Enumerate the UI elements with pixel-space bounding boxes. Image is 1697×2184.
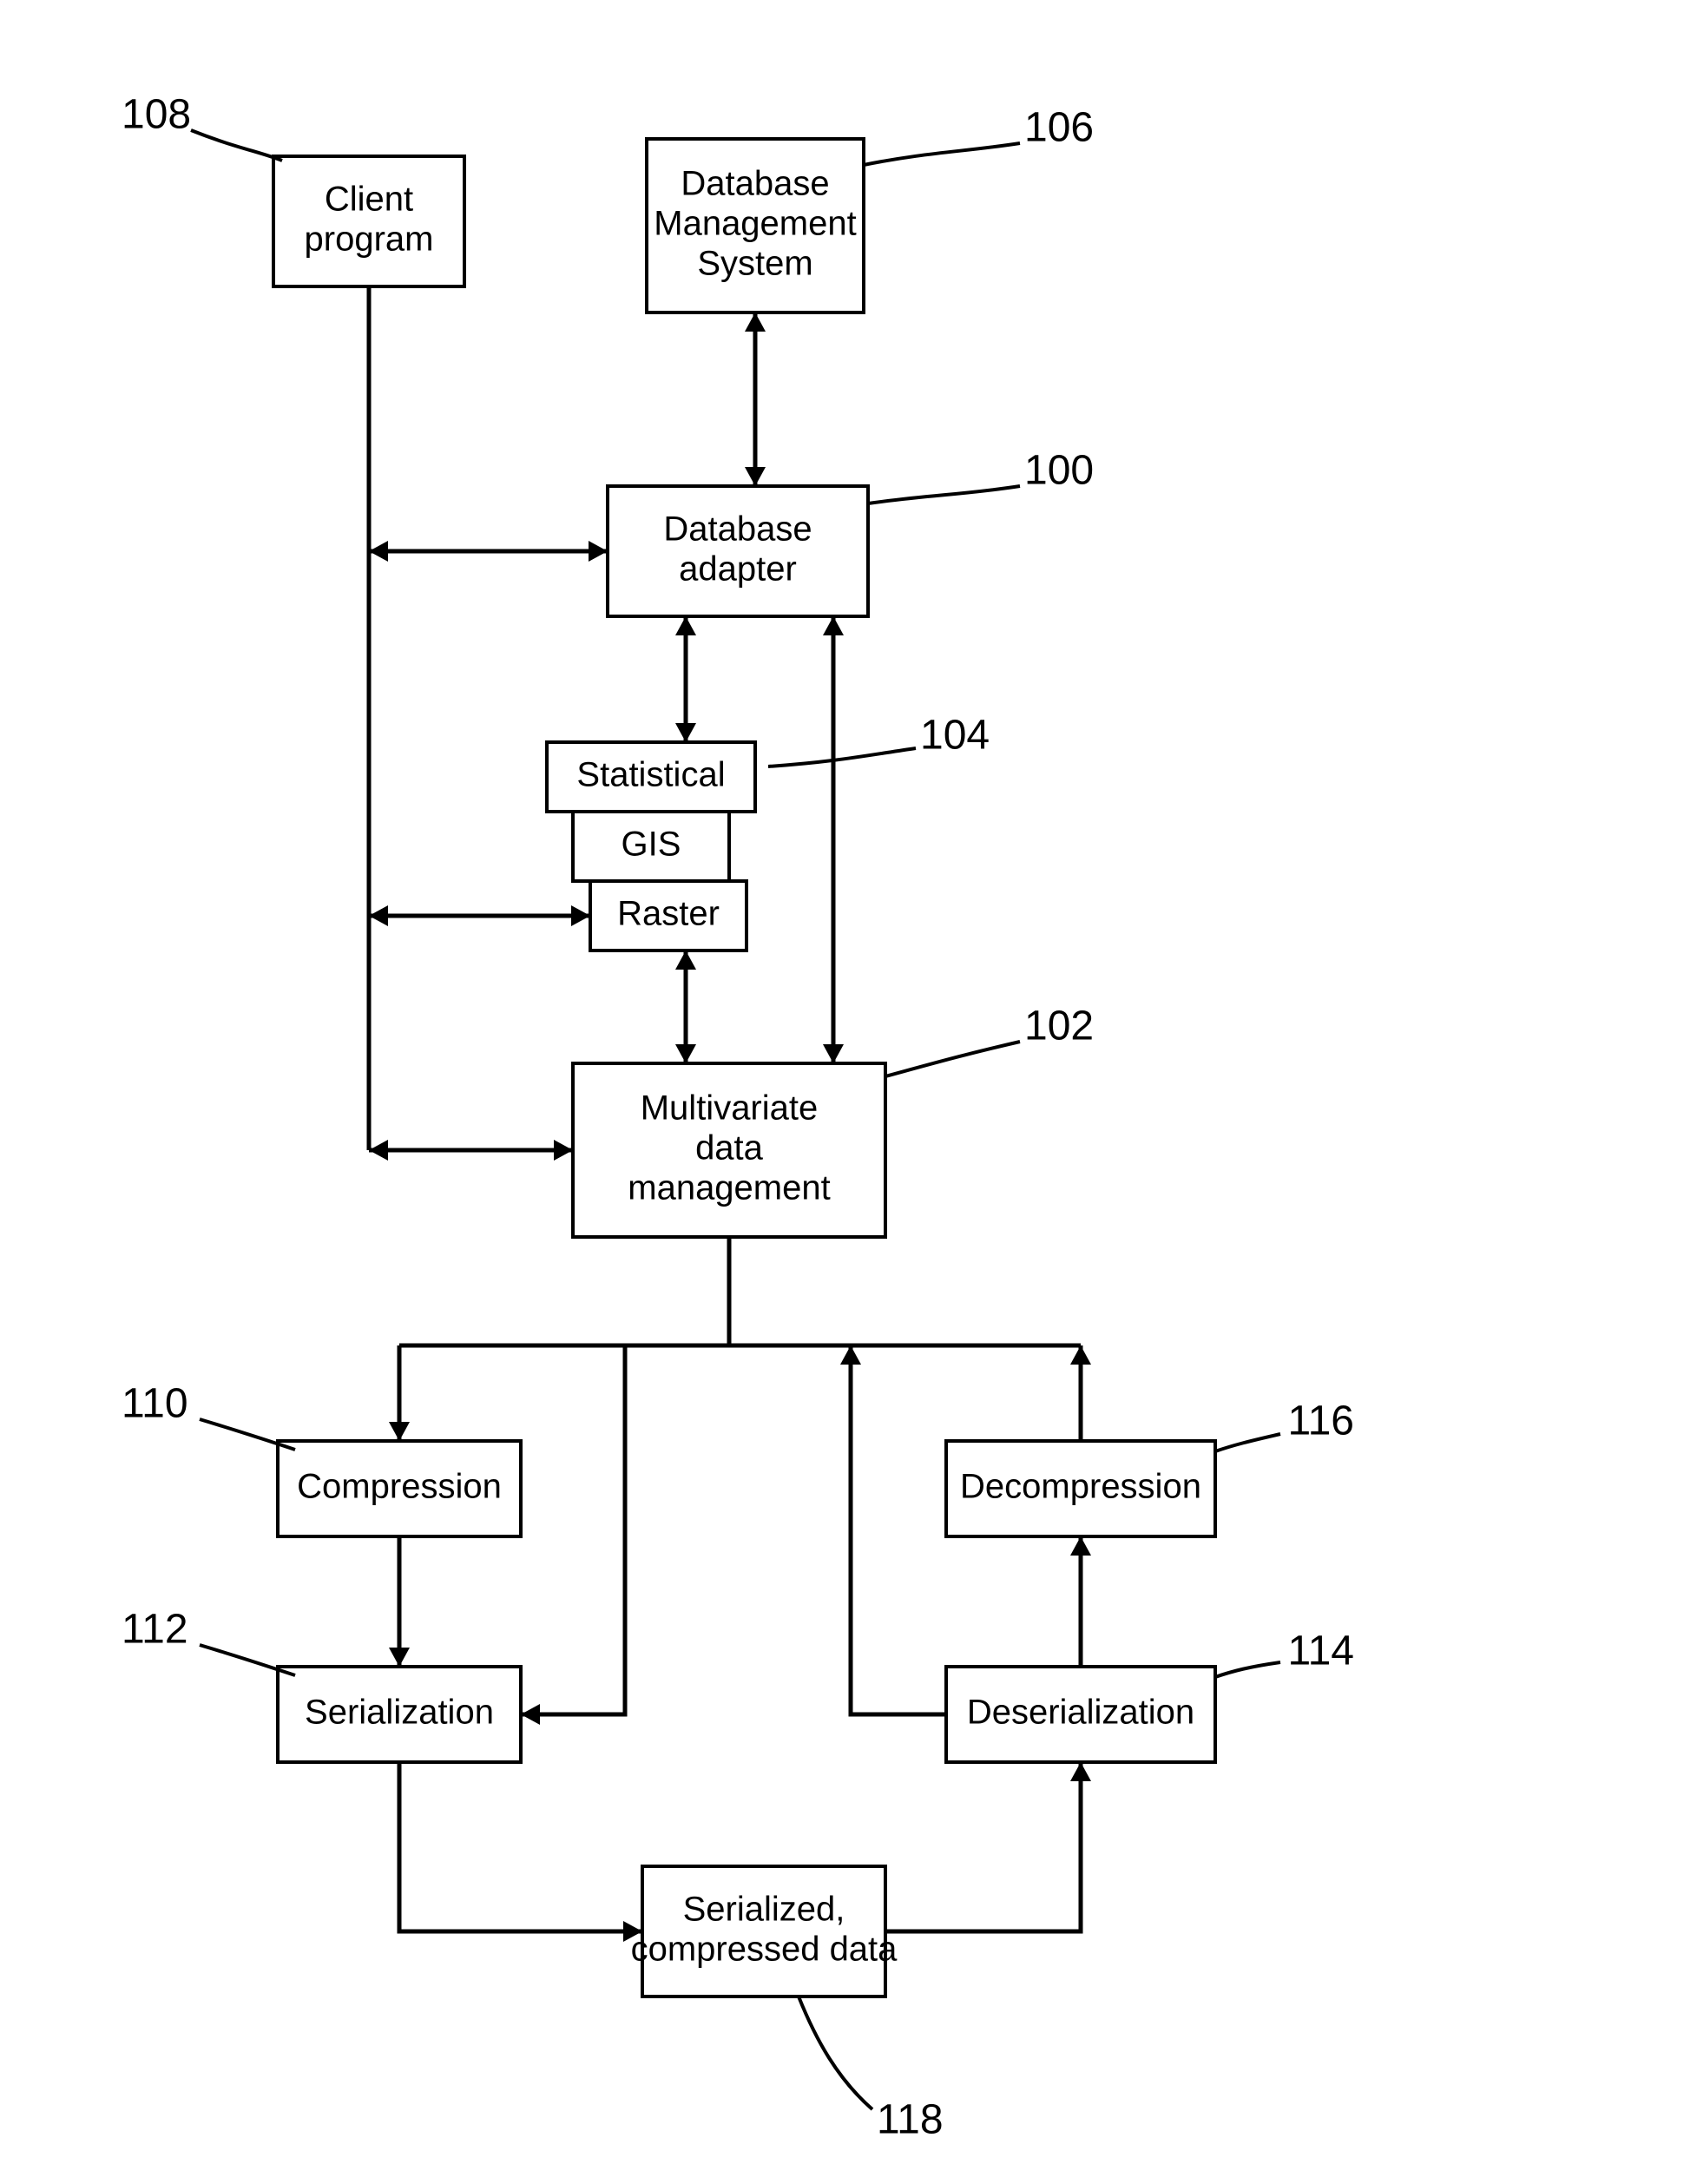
node-label: Decompression bbox=[960, 1468, 1201, 1506]
node-label: Management bbox=[654, 205, 856, 243]
node-label: GIS bbox=[622, 826, 681, 864]
ref-100: 100 bbox=[1024, 448, 1094, 494]
node-label: Serialization bbox=[305, 1694, 494, 1732]
node-label: Multivariate bbox=[641, 1089, 819, 1128]
node-label: Statistical bbox=[576, 756, 725, 794]
node-label: management bbox=[628, 1169, 830, 1207]
node-label: adapter bbox=[679, 550, 797, 589]
node-label: compressed data bbox=[631, 1931, 898, 1969]
ref-116: 116 bbox=[1287, 1398, 1354, 1444]
ref-110: 110 bbox=[122, 1381, 188, 1427]
ref-114: 114 bbox=[1287, 1628, 1354, 1674]
node-label: Serialized, bbox=[683, 1891, 845, 1929]
node-label: Client bbox=[325, 181, 413, 219]
ref-102: 102 bbox=[1024, 1003, 1094, 1049]
ref-112: 112 bbox=[122, 1607, 188, 1653]
ref-108: 108 bbox=[122, 92, 191, 138]
ref-104: 104 bbox=[920, 713, 990, 759]
node-label: data bbox=[695, 1129, 764, 1168]
node-label: Raster bbox=[617, 895, 720, 933]
node-label: Compression bbox=[297, 1468, 502, 1506]
ref-106: 106 bbox=[1024, 105, 1094, 151]
ref-118: 118 bbox=[877, 2097, 944, 2143]
node-label: Database bbox=[681, 165, 829, 203]
node-label: Database bbox=[663, 510, 812, 549]
node-label: program bbox=[305, 220, 434, 259]
node-label: Deserialization bbox=[967, 1694, 1194, 1732]
node-label: System bbox=[697, 245, 812, 283]
